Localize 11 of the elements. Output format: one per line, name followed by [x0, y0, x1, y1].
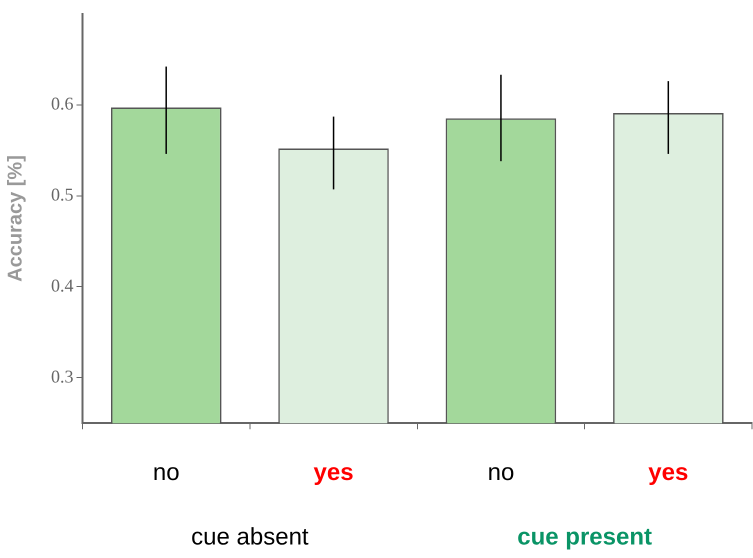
text: cue absent [191, 524, 309, 551]
x-tick-label: no [488, 459, 514, 486]
x-tick-label: yes [648, 459, 688, 486]
y-tick-label: 0.6 [51, 94, 74, 114]
x-tick-label: yes [314, 459, 354, 486]
y-axis-title: Accuracy [%] [4, 155, 27, 282]
x-tick-label: no [152, 459, 180, 486]
text: cue present [517, 524, 652, 551]
y-tick-label: 0.5 [51, 184, 74, 204]
y-tick-label: 0.4 [51, 275, 74, 296]
y-tick-label: 0.3 [51, 366, 74, 386]
